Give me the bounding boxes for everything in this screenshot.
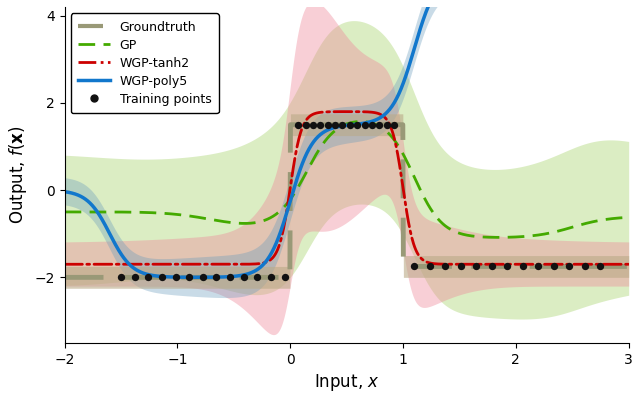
Point bbox=[533, 263, 543, 270]
Point bbox=[580, 263, 590, 270]
Point bbox=[456, 263, 466, 270]
Point bbox=[211, 274, 221, 280]
Point bbox=[225, 274, 235, 280]
Point bbox=[502, 263, 513, 270]
Point bbox=[143, 274, 154, 280]
Point bbox=[330, 122, 340, 128]
Y-axis label: Output, $f(\mathbf{x})$: Output, $f(\mathbf{x})$ bbox=[7, 126, 29, 224]
Point bbox=[337, 122, 348, 128]
Point bbox=[487, 263, 497, 270]
Point bbox=[293, 122, 303, 128]
Point bbox=[308, 122, 318, 128]
X-axis label: Input, $x$: Input, $x$ bbox=[314, 372, 380, 393]
Point bbox=[170, 274, 180, 280]
Point bbox=[440, 263, 451, 270]
Point bbox=[367, 122, 377, 128]
Point bbox=[129, 274, 140, 280]
Point bbox=[300, 122, 310, 128]
Point bbox=[252, 274, 262, 280]
Point bbox=[374, 122, 385, 128]
Point bbox=[315, 122, 325, 128]
Point bbox=[157, 274, 167, 280]
Point bbox=[198, 274, 208, 280]
Point bbox=[116, 274, 126, 280]
Point bbox=[360, 122, 370, 128]
Point bbox=[345, 122, 355, 128]
Point bbox=[518, 263, 528, 270]
Point bbox=[595, 263, 605, 270]
Point bbox=[549, 263, 559, 270]
Point bbox=[471, 263, 481, 270]
Point bbox=[239, 274, 249, 280]
Legend: Groundtruth, GP, WGP-tanh2, WGP-poly5, Training points: Groundtruth, GP, WGP-tanh2, WGP-poly5, T… bbox=[71, 13, 219, 113]
Point bbox=[564, 263, 575, 270]
Point bbox=[381, 122, 392, 128]
Point bbox=[409, 263, 419, 270]
Point bbox=[425, 263, 435, 270]
Point bbox=[184, 274, 195, 280]
Point bbox=[266, 274, 276, 280]
Point bbox=[389, 122, 399, 128]
Point bbox=[352, 122, 362, 128]
Point bbox=[323, 122, 333, 128]
Point bbox=[280, 274, 290, 280]
